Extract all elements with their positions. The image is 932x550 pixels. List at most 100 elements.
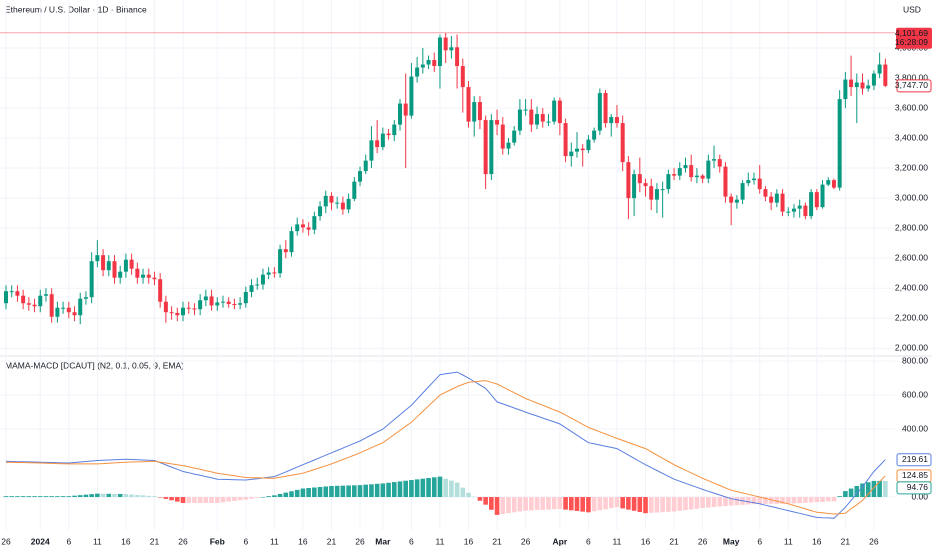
candle-body	[483, 120, 488, 175]
y-tick-label: 2,000.00	[895, 342, 928, 352]
histogram-bar	[517, 497, 523, 512]
histogram-bar	[551, 497, 557, 510]
candle-body	[603, 93, 608, 124]
x-tick-label: 21	[669, 536, 679, 546]
histogram-bar	[346, 485, 351, 498]
candle-body	[181, 307, 186, 316]
x-tick-label: 26	[521, 536, 531, 546]
candle-body	[689, 165, 694, 178]
histogram-bar	[768, 497, 774, 504]
candle-body	[158, 279, 163, 302]
histogram-bar	[49, 496, 54, 498]
histogram-bar	[774, 497, 780, 504]
indicator-line	[5, 371, 886, 519]
histogram-bar	[117, 493, 123, 498]
histogram-bar	[123, 494, 129, 498]
histogram-bar	[454, 482, 460, 498]
histogram-bar	[249, 497, 254, 499]
value-tag-label: 124.85	[902, 470, 928, 480]
histogram-bar	[129, 494, 134, 498]
histogram-bar	[203, 497, 209, 503]
histogram-bar	[877, 480, 882, 498]
x-tick-label: May	[723, 536, 740, 546]
histogram-bar	[409, 480, 414, 498]
histogram-bar	[391, 482, 397, 498]
y-tick-label: 2,200.00	[895, 312, 928, 322]
candle-body	[620, 123, 625, 163]
histogram-bar	[89, 494, 94, 498]
countdown-label: 16:28:09	[895, 37, 928, 47]
x-tick-label: 6	[243, 536, 248, 546]
candle-body	[323, 195, 328, 207]
candle-body	[649, 186, 654, 200]
histogram-bar	[323, 486, 329, 498]
histogram-bar	[837, 496, 842, 498]
candle-body	[289, 231, 294, 253]
histogram-bar	[597, 497, 603, 511]
candle-body	[312, 216, 317, 230]
histogram-bar	[26, 496, 32, 498]
x-tick-label: 11	[613, 536, 622, 546]
histogram-bar	[152, 496, 157, 498]
candle-body	[449, 47, 454, 51]
histogram-bar	[43, 496, 49, 498]
candle-body	[129, 259, 134, 269]
indicator-title: MAMA-MACD [DCAUT] (N2, 0.1, 0.05, 9, EMA…	[5, 360, 184, 370]
histogram-bar	[477, 497, 483, 501]
histogram-bar	[397, 481, 403, 498]
histogram-bar	[751, 497, 757, 505]
candle-body	[809, 192, 814, 217]
x-tick-label: 6	[586, 536, 591, 546]
candle-body	[369, 140, 374, 161]
histogram-bar	[237, 497, 243, 501]
histogram-bar	[843, 491, 848, 498]
histogram-bar	[266, 496, 271, 498]
price-tag	[896, 27, 932, 49]
candle-body	[643, 183, 648, 187]
histogram-bar	[831, 497, 837, 502]
y-tick-label: 3,800.00	[895, 72, 928, 82]
candle-body	[535, 114, 540, 125]
histogram-bar	[163, 497, 169, 499]
histogram-bar	[471, 496, 477, 498]
histogram-bar	[112, 493, 117, 498]
chart-title: Ethereum / U.S. Dollar · 1D · Binance	[5, 4, 147, 14]
histogram-bar	[557, 497, 563, 509]
candle-body	[746, 180, 751, 184]
candle-body	[455, 47, 460, 67]
value-tag	[896, 79, 932, 93]
candle-body	[820, 184, 825, 208]
candle-body	[49, 294, 54, 317]
histogram-bar	[814, 497, 820, 503]
x-tick-label: 26	[178, 536, 188, 546]
candle-body	[854, 82, 859, 88]
candle-body	[637, 174, 642, 184]
y-tick-label: 3,600.00	[895, 102, 928, 112]
histogram-bar	[197, 497, 203, 503]
candle-body	[477, 102, 482, 121]
histogram-bar	[494, 497, 500, 515]
histogram-bar	[3, 496, 9, 498]
x-tick-label: 6	[66, 536, 71, 546]
candle-body	[89, 261, 94, 298]
histogram-bar	[334, 485, 340, 498]
candle-body	[877, 64, 882, 74]
candle-body	[26, 303, 31, 305]
candle-body	[791, 208, 796, 212]
histogram-bar	[626, 497, 631, 510]
candle-body	[306, 227, 311, 230]
candle-body	[295, 224, 300, 232]
x-tick-label: 11	[436, 536, 445, 546]
histogram-bar	[603, 497, 608, 510]
y-tick-label: 2,800.00	[895, 222, 928, 232]
candle-body	[569, 151, 574, 157]
x-tick-label: 26	[698, 536, 708, 546]
candle-body	[512, 130, 517, 143]
candle-body	[552, 100, 557, 122]
histogram-bar	[574, 497, 580, 511]
y-tick-label: 3,400.00	[895, 132, 928, 142]
histogram-bar	[283, 492, 289, 498]
candle-body	[15, 291, 20, 296]
candle-body	[123, 259, 128, 272]
histogram-bar	[728, 497, 734, 506]
